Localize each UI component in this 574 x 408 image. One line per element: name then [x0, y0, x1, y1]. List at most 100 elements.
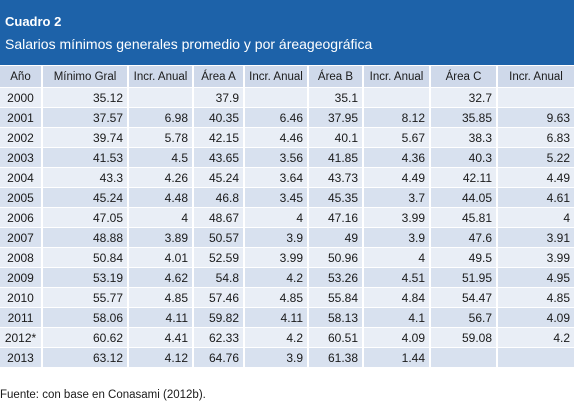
header-row: Año Mínimo Gral Incr. Anual Área A Incr. Anu…	[0, 66, 574, 88]
value-cell: 45.81	[429, 207, 497, 228]
value-cell: 60.51	[307, 327, 363, 348]
column-header: Incr. Anual	[127, 66, 193, 88]
value-cell: 4.61	[496, 187, 574, 208]
value-cell: 4.41	[127, 327, 193, 348]
value-cell: 53.19	[41, 267, 128, 288]
value-cell: 4.09	[496, 307, 574, 328]
table-row: 2006 47.05 4 48.67 4 47.16 3.99 45.81 4	[0, 207, 574, 228]
value-cell: 4	[362, 247, 430, 268]
year-cell: 2012*	[0, 327, 42, 348]
value-cell: 42.15	[192, 127, 244, 148]
value-cell: 39.74	[41, 127, 128, 148]
value-cell: 56.7	[429, 307, 497, 328]
value-cell: 64.76	[192, 347, 244, 368]
value-cell: 45.24	[192, 167, 244, 188]
table-row: 2009 53.19 4.62 54.8 4.2 53.26 4.51 51.95 4.95	[0, 267, 574, 288]
value-cell: 4.51	[362, 267, 430, 288]
value-cell: 63.12	[41, 347, 128, 368]
column-header: Incr. Anual	[362, 66, 430, 88]
table-row: 2011 58.06 4.11 59.82 4.11 58.13 4.1 56.7 4.09	[0, 307, 574, 328]
year-cell: 2000	[0, 87, 42, 108]
value-cell: 4.11	[243, 307, 308, 328]
column-header: Incr. Anual	[243, 66, 308, 88]
value-cell: 4.95	[496, 267, 574, 288]
value-cell: 5.22	[496, 147, 574, 168]
value-cell: 60.62	[41, 327, 128, 348]
value-cell: 38.3	[429, 127, 497, 148]
value-cell: 44.05	[429, 187, 497, 208]
wage-table: Año Mínimo Gral Incr. Anual Área A Incr. Anu…	[0, 66, 574, 368]
value-cell: 59.08	[429, 327, 497, 348]
value-cell: 3.45	[243, 187, 308, 208]
year-cell: 2001	[0, 107, 42, 128]
table-header: Cuadro 2 Salarios mínimos generales prom…	[0, 0, 574, 65]
value-cell: 37.95	[307, 107, 363, 128]
value-cell: 4.11	[127, 307, 193, 328]
value-cell: 55.84	[307, 287, 363, 308]
value-cell: 32.7	[429, 87, 497, 108]
value-cell: 3.99	[496, 247, 574, 268]
value-cell: 40.1	[307, 127, 363, 148]
value-cell: 53.26	[307, 267, 363, 288]
column-header: Área A	[192, 66, 244, 88]
value-cell: 37.57	[41, 107, 128, 128]
year-cell: 2004	[0, 167, 42, 188]
value-cell: 48.67	[192, 207, 244, 228]
table-row: 2007 48.88 3.89 50.57 3.9 49 3.9 47.6 3.91	[0, 227, 574, 248]
value-cell	[127, 87, 193, 108]
value-cell: 3.99	[243, 247, 308, 268]
value-cell: 58.06	[41, 307, 128, 328]
source-note: Fuente: con base en Conasami (2012b).	[0, 389, 206, 401]
value-cell: 55.77	[41, 287, 128, 308]
value-cell	[496, 347, 574, 368]
value-cell: 8.12	[362, 107, 430, 128]
value-cell: 4	[496, 207, 574, 228]
value-cell: 3.9	[243, 227, 308, 248]
table-row: 2003 41.53 4.5 43.65 3.56 41.85 4.36 40.3 5.22	[0, 147, 574, 168]
value-cell: 3.64	[243, 167, 308, 188]
value-cell: 4.12	[127, 347, 193, 368]
value-cell: 4.48	[127, 187, 193, 208]
year-cell: 2013	[0, 347, 42, 368]
year-cell: 2009	[0, 267, 42, 288]
value-cell: 59.82	[192, 307, 244, 328]
year-cell: 2007	[0, 227, 42, 248]
value-cell: 54.47	[429, 287, 497, 308]
value-cell: 3.56	[243, 147, 308, 168]
value-cell: 4.62	[127, 267, 193, 288]
value-cell: 6.83	[496, 127, 574, 148]
table-row: 2001 37.57 6.98 40.35 6.46 37.95 8.12 35.85 9.63	[0, 107, 574, 128]
value-cell: 37.9	[192, 87, 244, 108]
value-cell: 47.05	[41, 207, 128, 228]
value-cell	[362, 87, 430, 108]
value-cell: 4	[127, 207, 193, 228]
value-cell: 42.11	[429, 167, 497, 188]
value-cell: 43.3	[41, 167, 128, 188]
value-cell: 50.84	[41, 247, 128, 268]
year-cell: 2010	[0, 287, 42, 308]
value-cell: 3.7	[362, 187, 430, 208]
year-cell: 2011	[0, 307, 42, 328]
value-cell: 4.1	[362, 307, 430, 328]
value-cell: 3.99	[362, 207, 430, 228]
column-header: Incr. Anual	[496, 66, 574, 88]
value-cell: 35.85	[429, 107, 497, 128]
value-cell: 6.98	[127, 107, 193, 128]
year-cell: 2006	[0, 207, 42, 228]
value-cell: 40.35	[192, 107, 244, 128]
value-cell: 49	[307, 227, 363, 248]
value-cell: 4.49	[496, 167, 574, 188]
value-cell: 58.13	[307, 307, 363, 328]
value-cell: 4	[243, 207, 308, 228]
value-cell: 4.84	[362, 287, 430, 308]
value-cell: 50.57	[192, 227, 244, 248]
column-header: Año	[0, 66, 42, 88]
column-header: Área C	[429, 66, 497, 88]
value-cell: 3.9	[362, 227, 430, 248]
value-cell: 4.09	[362, 327, 430, 348]
value-cell: 4.5	[127, 147, 193, 168]
value-cell: 43.65	[192, 147, 244, 168]
value-cell: 43.73	[307, 167, 363, 188]
value-cell: 4.85	[496, 287, 574, 308]
